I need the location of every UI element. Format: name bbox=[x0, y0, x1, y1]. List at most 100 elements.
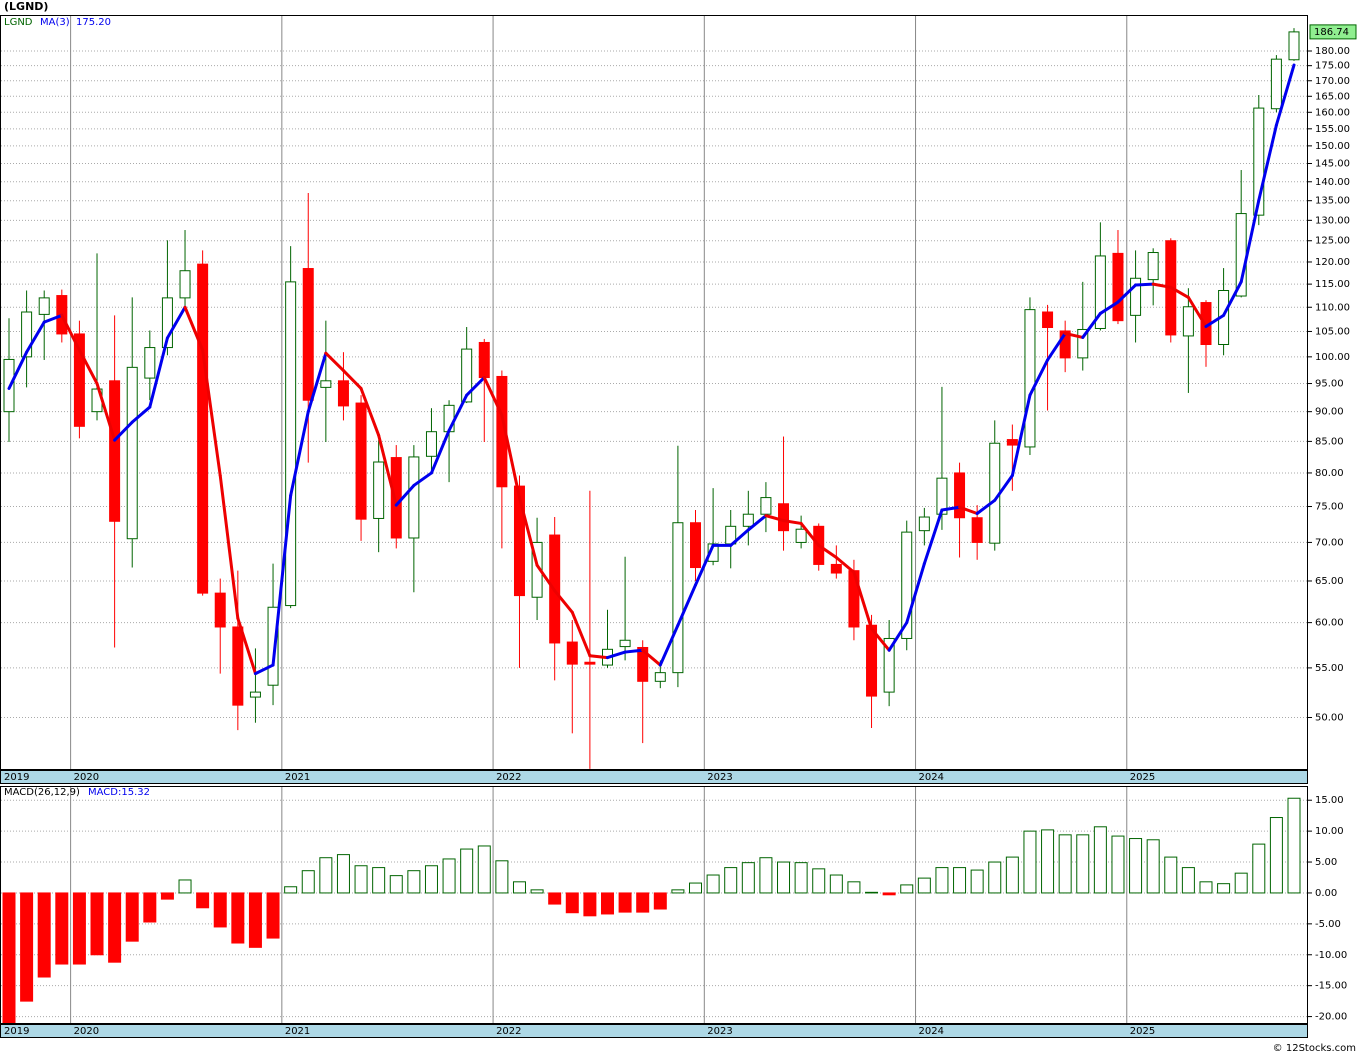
candle-body bbox=[883, 637, 895, 693]
macd-bar bbox=[1164, 856, 1178, 894]
macd-bar bbox=[1217, 883, 1231, 894]
candle-body bbox=[1024, 309, 1036, 448]
macd-bar bbox=[865, 891, 879, 894]
candle-body bbox=[302, 268, 314, 401]
macd-bar bbox=[266, 892, 280, 939]
ma-segment bbox=[1010, 393, 1032, 478]
ma-segment bbox=[623, 648, 645, 654]
candle-body bbox=[1270, 58, 1282, 110]
candle-body bbox=[1130, 277, 1142, 316]
ma-segment bbox=[1063, 331, 1085, 339]
last-price-box bbox=[1309, 24, 1357, 40]
symbol-label: LGND bbox=[4, 17, 33, 28]
candle-body bbox=[38, 297, 50, 315]
y-tick-label: 95.00 bbox=[1315, 379, 1344, 390]
candle-body bbox=[214, 592, 226, 628]
macd-bar bbox=[1005, 856, 1019, 894]
macd-bar bbox=[671, 889, 685, 894]
y-tick-label: 155.00 bbox=[1315, 124, 1350, 135]
ma-segment bbox=[377, 433, 398, 507]
macd-bar bbox=[988, 861, 1002, 894]
macd-bar bbox=[777, 861, 791, 894]
macd-bar bbox=[583, 892, 597, 917]
macd-bar bbox=[284, 886, 298, 894]
ma-segment bbox=[1169, 285, 1190, 299]
macd-bar bbox=[1076, 834, 1090, 894]
ma-segment bbox=[359, 386, 381, 437]
candle-body bbox=[637, 646, 649, 682]
ma-segment bbox=[447, 393, 469, 432]
ma-segment bbox=[958, 505, 979, 516]
candle-body bbox=[1147, 252, 1159, 281]
candle-body bbox=[197, 263, 209, 594]
ma-segment bbox=[7, 350, 29, 390]
macd-bar bbox=[565, 892, 579, 914]
y-tick-label: 75.00 bbox=[1315, 502, 1344, 513]
ma-segment bbox=[60, 313, 81, 352]
macd-bar bbox=[618, 892, 632, 913]
y-tick-label: 160.00 bbox=[1315, 107, 1350, 118]
y-tick-label: 85.00 bbox=[1315, 436, 1344, 447]
macd-bar bbox=[706, 874, 720, 894]
candle-body bbox=[830, 563, 842, 574]
ma-segment bbox=[1134, 282, 1155, 287]
y-tick-label: 170.00 bbox=[1315, 76, 1350, 87]
price-frame bbox=[0, 15, 1308, 770]
ma-segment bbox=[465, 376, 486, 397]
candle-body bbox=[320, 380, 332, 388]
date-strip bbox=[0, 770, 1308, 784]
ma-segment bbox=[799, 521, 821, 547]
y-tick-label: 10.00 bbox=[1315, 826, 1344, 837]
candle-body bbox=[654, 672, 666, 682]
candle-body bbox=[1112, 252, 1124, 322]
macd-bar bbox=[970, 869, 984, 894]
ma-segment bbox=[77, 348, 99, 386]
ma-segment bbox=[1151, 282, 1173, 289]
candle-body bbox=[179, 270, 191, 299]
ma-segment bbox=[887, 621, 909, 652]
x-tick-label: 2024 bbox=[919, 772, 944, 783]
macd-frame bbox=[0, 786, 1308, 1024]
macd-bar bbox=[530, 889, 544, 894]
y-tick-label: -5.00 bbox=[1315, 919, 1341, 930]
candle-body bbox=[232, 626, 244, 706]
candle-body bbox=[619, 639, 631, 648]
y-tick-label: 70.00 bbox=[1315, 537, 1344, 548]
x-tick-label: 2020 bbox=[74, 772, 99, 783]
y-tick-label: 135.00 bbox=[1315, 196, 1350, 207]
macd-bar bbox=[1234, 872, 1248, 894]
ma-segment bbox=[905, 562, 926, 625]
y-tick-label: 105.00 bbox=[1315, 326, 1350, 337]
y-tick-label: 0.00 bbox=[1315, 888, 1337, 899]
macd-value-label: MACD:15.32 bbox=[88, 787, 150, 798]
macd-bar bbox=[143, 892, 157, 923]
candle-body bbox=[971, 517, 983, 543]
ma-segment bbox=[535, 563, 557, 593]
macd-bar bbox=[1252, 843, 1266, 894]
x-tick-label: 2023 bbox=[707, 772, 732, 783]
ma-segment bbox=[482, 376, 504, 417]
ma-segment bbox=[289, 410, 310, 498]
ma-segment bbox=[165, 305, 187, 340]
last-price-label: 186.74 bbox=[1314, 27, 1349, 38]
macd-bar bbox=[2, 892, 16, 1023]
macd-bar bbox=[794, 862, 808, 894]
y-tick-label: 175.00 bbox=[1315, 61, 1350, 72]
candle-body bbox=[161, 297, 173, 349]
ma-segment bbox=[1028, 358, 1050, 397]
candle-body bbox=[918, 516, 930, 532]
ma-segment bbox=[658, 623, 680, 667]
y-tick-label: 110.00 bbox=[1315, 302, 1350, 313]
ma-segment bbox=[253, 663, 275, 676]
x-tick-label: 2021 bbox=[285, 772, 310, 783]
candle-body bbox=[1253, 107, 1265, 216]
candle-body bbox=[373, 461, 385, 519]
chart-title: (LGND) bbox=[4, 0, 48, 13]
candle-body bbox=[672, 522, 684, 674]
ma-segment bbox=[25, 320, 46, 354]
y-tick-label: 90.00 bbox=[1315, 407, 1344, 418]
ma-segment bbox=[42, 313, 64, 324]
macd-bar bbox=[724, 867, 738, 894]
ma-segment bbox=[201, 348, 222, 478]
macd-bar bbox=[248, 892, 262, 948]
